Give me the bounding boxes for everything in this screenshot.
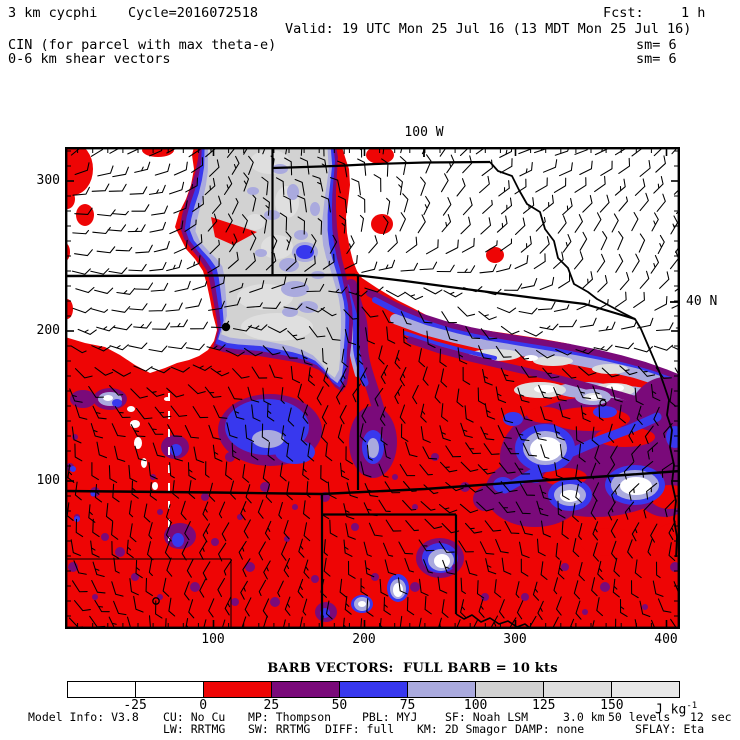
model-info-item: PBL: MYJ: [362, 710, 418, 724]
colorbar-segment: [136, 682, 204, 697]
longitude-label: 100 W: [404, 125, 444, 140]
model-info-item: DAMP: none: [515, 722, 585, 736]
colorbar-segment: [612, 682, 679, 697]
colorbar-label: 50: [331, 698, 348, 713]
city-circle: [599, 399, 607, 407]
colorbar-label: 150: [600, 698, 624, 713]
x-axis-label: 300: [503, 632, 527, 647]
smooth-value-2: sm= 6: [636, 51, 677, 67]
model-info-item: DIFF: full: [325, 722, 395, 736]
map-canvas: [65, 147, 680, 629]
model-info-item: LW: RRTMG: [163, 722, 226, 736]
model-info-item: 50 levels: [608, 710, 671, 724]
colorbar-label: 125: [532, 698, 556, 713]
state-border: [65, 273, 356, 278]
map-frame: [65, 147, 680, 629]
model-info-item: 3.0 km: [563, 710, 605, 724]
model-info-item: KM: 2D Smagor: [417, 722, 508, 736]
model-info-item: SFLAY: Eta: [635, 722, 705, 736]
colorbar-segment: [476, 682, 544, 697]
y-axis-label: 200: [36, 323, 60, 338]
colorbar-label: 0: [199, 698, 208, 713]
model-info-item: CU: No Cu: [163, 710, 226, 724]
latitude-label: 40 N: [686, 294, 718, 309]
fcst-label: Fcst:: [603, 5, 644, 21]
state-border: [354, 273, 636, 321]
state-border: [489, 161, 678, 558]
x-axis-label: 400: [654, 632, 678, 647]
valid-time-label: Valid: 19 UTC Mon 25 Jul 16 (13 MDT Mon …: [285, 21, 692, 37]
model-info-item: SF: Noah LSM: [445, 710, 529, 724]
smooth-value-1: sm= 6: [636, 37, 677, 53]
colorbar-segment: [340, 682, 408, 697]
colorbar-label: 75: [399, 698, 416, 713]
model-info-item: MP: Thompson: [248, 710, 332, 724]
colorbar-segment: [204, 682, 272, 697]
colorbar-segment: [272, 682, 340, 697]
colorbar-label: -25: [123, 698, 147, 713]
model-info-item: 12 sec: [690, 710, 732, 724]
colorbar-units: J kg-1: [655, 701, 698, 718]
y-axis-label: 100: [36, 473, 60, 488]
cycle-label: Cycle=2016072518: [128, 5, 259, 21]
y-axis-label: 300: [36, 173, 60, 188]
axis-ticks: [67, 149, 678, 627]
cin-colorbar: [67, 681, 680, 698]
x-axis-label: 200: [352, 632, 376, 647]
model-id-label: 3 km cycphi: [8, 5, 98, 21]
model-info-item: Model Info: V3.8: [28, 710, 139, 724]
barb-vector-legend: BARB VECTORS: FULL BARB = 10 kts: [267, 661, 558, 676]
wind-barb-field: [66, 147, 680, 629]
field-title: CIN (for parcel with max theta-e): [8, 37, 277, 53]
colorbar-segment: [544, 682, 612, 697]
colorbar-segment: [68, 682, 136, 697]
overlay-title: 0-6 km shear vectors: [8, 51, 171, 67]
colorbar-label: 100: [463, 698, 488, 713]
station-dot: [221, 322, 231, 332]
colorbar-segment: [408, 682, 476, 697]
x-axis-label: 100: [201, 632, 225, 647]
fcst-hour-value: 1 h: [681, 5, 706, 21]
colorbar-label: 25: [263, 698, 280, 713]
model-info-item: SW: RRTMG: [248, 722, 311, 736]
state-border: [272, 160, 491, 170]
